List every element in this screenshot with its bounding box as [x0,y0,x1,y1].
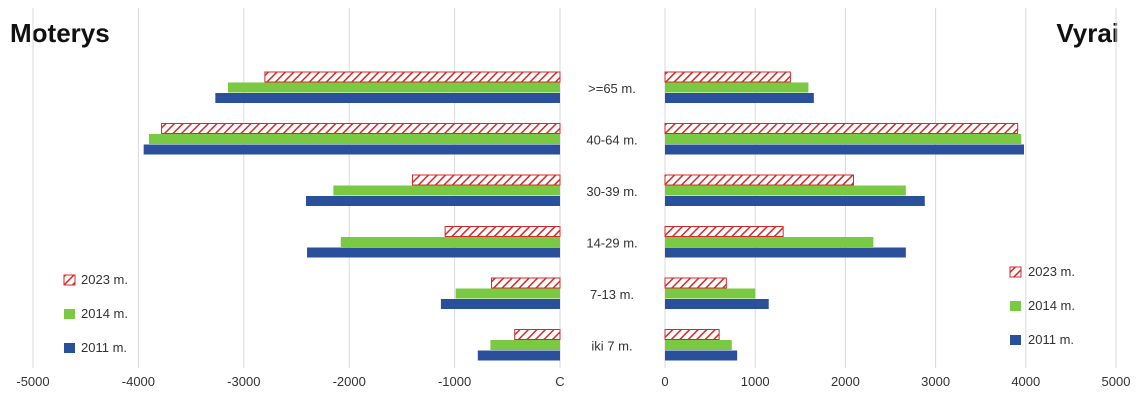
left-legend-swatch [64,309,75,319]
left-legend-label: 2023 m. [81,272,128,287]
category-label: >=65 m. [588,81,636,96]
right-bar-2014 [665,340,732,350]
left-bar-2011 [305,196,560,206]
left-bar-2023 [444,226,561,237]
right-bar-2023 [664,123,1019,134]
left-bar-2023 [161,123,561,134]
labels-layer: -5000 -4000 -3000 -2000 -1000 C 0 1000 2000 3000 4… [16,81,1130,389]
legend-layer: 2023 m. 2014 m. 2011 m. 2023 m. 2014 m. 2011 … [63,264,1075,355]
right-legend-swatch [1010,335,1021,345]
right-tick-label: 3000 [921,374,950,389]
right-bar-2014 [665,82,809,93]
left-bar-2014 [340,237,560,247]
left-tick-label: -2000 [333,374,366,389]
right-bar-2014 [665,185,906,196]
right-tick-label: 2000 [831,374,860,389]
right-bar-2011 [665,299,769,309]
left-bar-2011 [215,93,561,103]
left-panel-title: Moterys [10,18,110,48]
right-bar-2014 [665,134,1022,144]
left-bar-2023 [490,277,561,289]
left-tick-label: -4000 [122,374,155,389]
right-panel-title: Vyrai [1056,18,1119,48]
left-tick-label: -3000 [227,374,260,389]
left-legend-swatch [63,274,76,286]
right-legend-swatch [1009,266,1022,278]
right-tick-label: 0 [661,374,668,389]
right-bar-2011 [665,144,1024,155]
left-tick-label: -5000 [16,374,49,389]
right-bar-2023 [664,174,855,186]
category-label: 30-39 m. [586,184,637,199]
right-legend-label: 2023 m. [1028,264,1075,279]
right-bar-2011 [665,247,906,258]
right-tick-label: 5000 [1102,374,1131,389]
left-bar-2011 [307,247,560,258]
right-bar-2023 [664,226,784,237]
left-legend-swatch [64,343,75,353]
left-bar-2011 [440,299,560,309]
right-bar-2014 [665,288,756,299]
left-bar-2014 [455,288,560,299]
left-bar-2014 [148,134,560,144]
category-label: 40-64 m. [586,132,637,147]
left-legend-label: 2011 m. [81,340,127,355]
left-tick-label: C [555,374,564,389]
category-label: 7-13 m. [590,287,634,302]
bars-layer [143,71,1024,361]
left-bar-2014 [227,82,561,93]
right-bar-2023 [664,329,720,340]
left-tick-label: -1000 [438,374,471,389]
right-legend-label: 2011 m. [1028,332,1074,347]
left-bar-2011 [477,350,560,361]
left-bar-2023 [411,174,561,186]
left-bar-2014 [490,340,560,350]
right-legend-label: 2014 m. [1028,298,1075,313]
left-bar-2011 [143,144,561,155]
left-legend-label: 2014 m. [81,306,128,321]
grid-layer [32,8,1117,368]
category-label: iki 7 m. [591,338,632,353]
left-bar-2023 [264,71,561,83]
right-legend-swatch [1010,301,1021,311]
right-tick-label: 1000 [741,374,770,389]
right-bar-2023 [664,277,727,289]
right-bar-2014 [665,237,874,247]
category-label: 14-29 m. [586,235,637,250]
right-bar-2023 [664,71,791,83]
right-bar-2011 [665,196,925,206]
right-bar-2011 [665,350,738,361]
left-bar-2014 [333,185,560,196]
right-tick-label: 4000 [1011,374,1040,389]
right-bar-2011 [665,93,814,103]
left-bar-2023 [514,329,561,340]
